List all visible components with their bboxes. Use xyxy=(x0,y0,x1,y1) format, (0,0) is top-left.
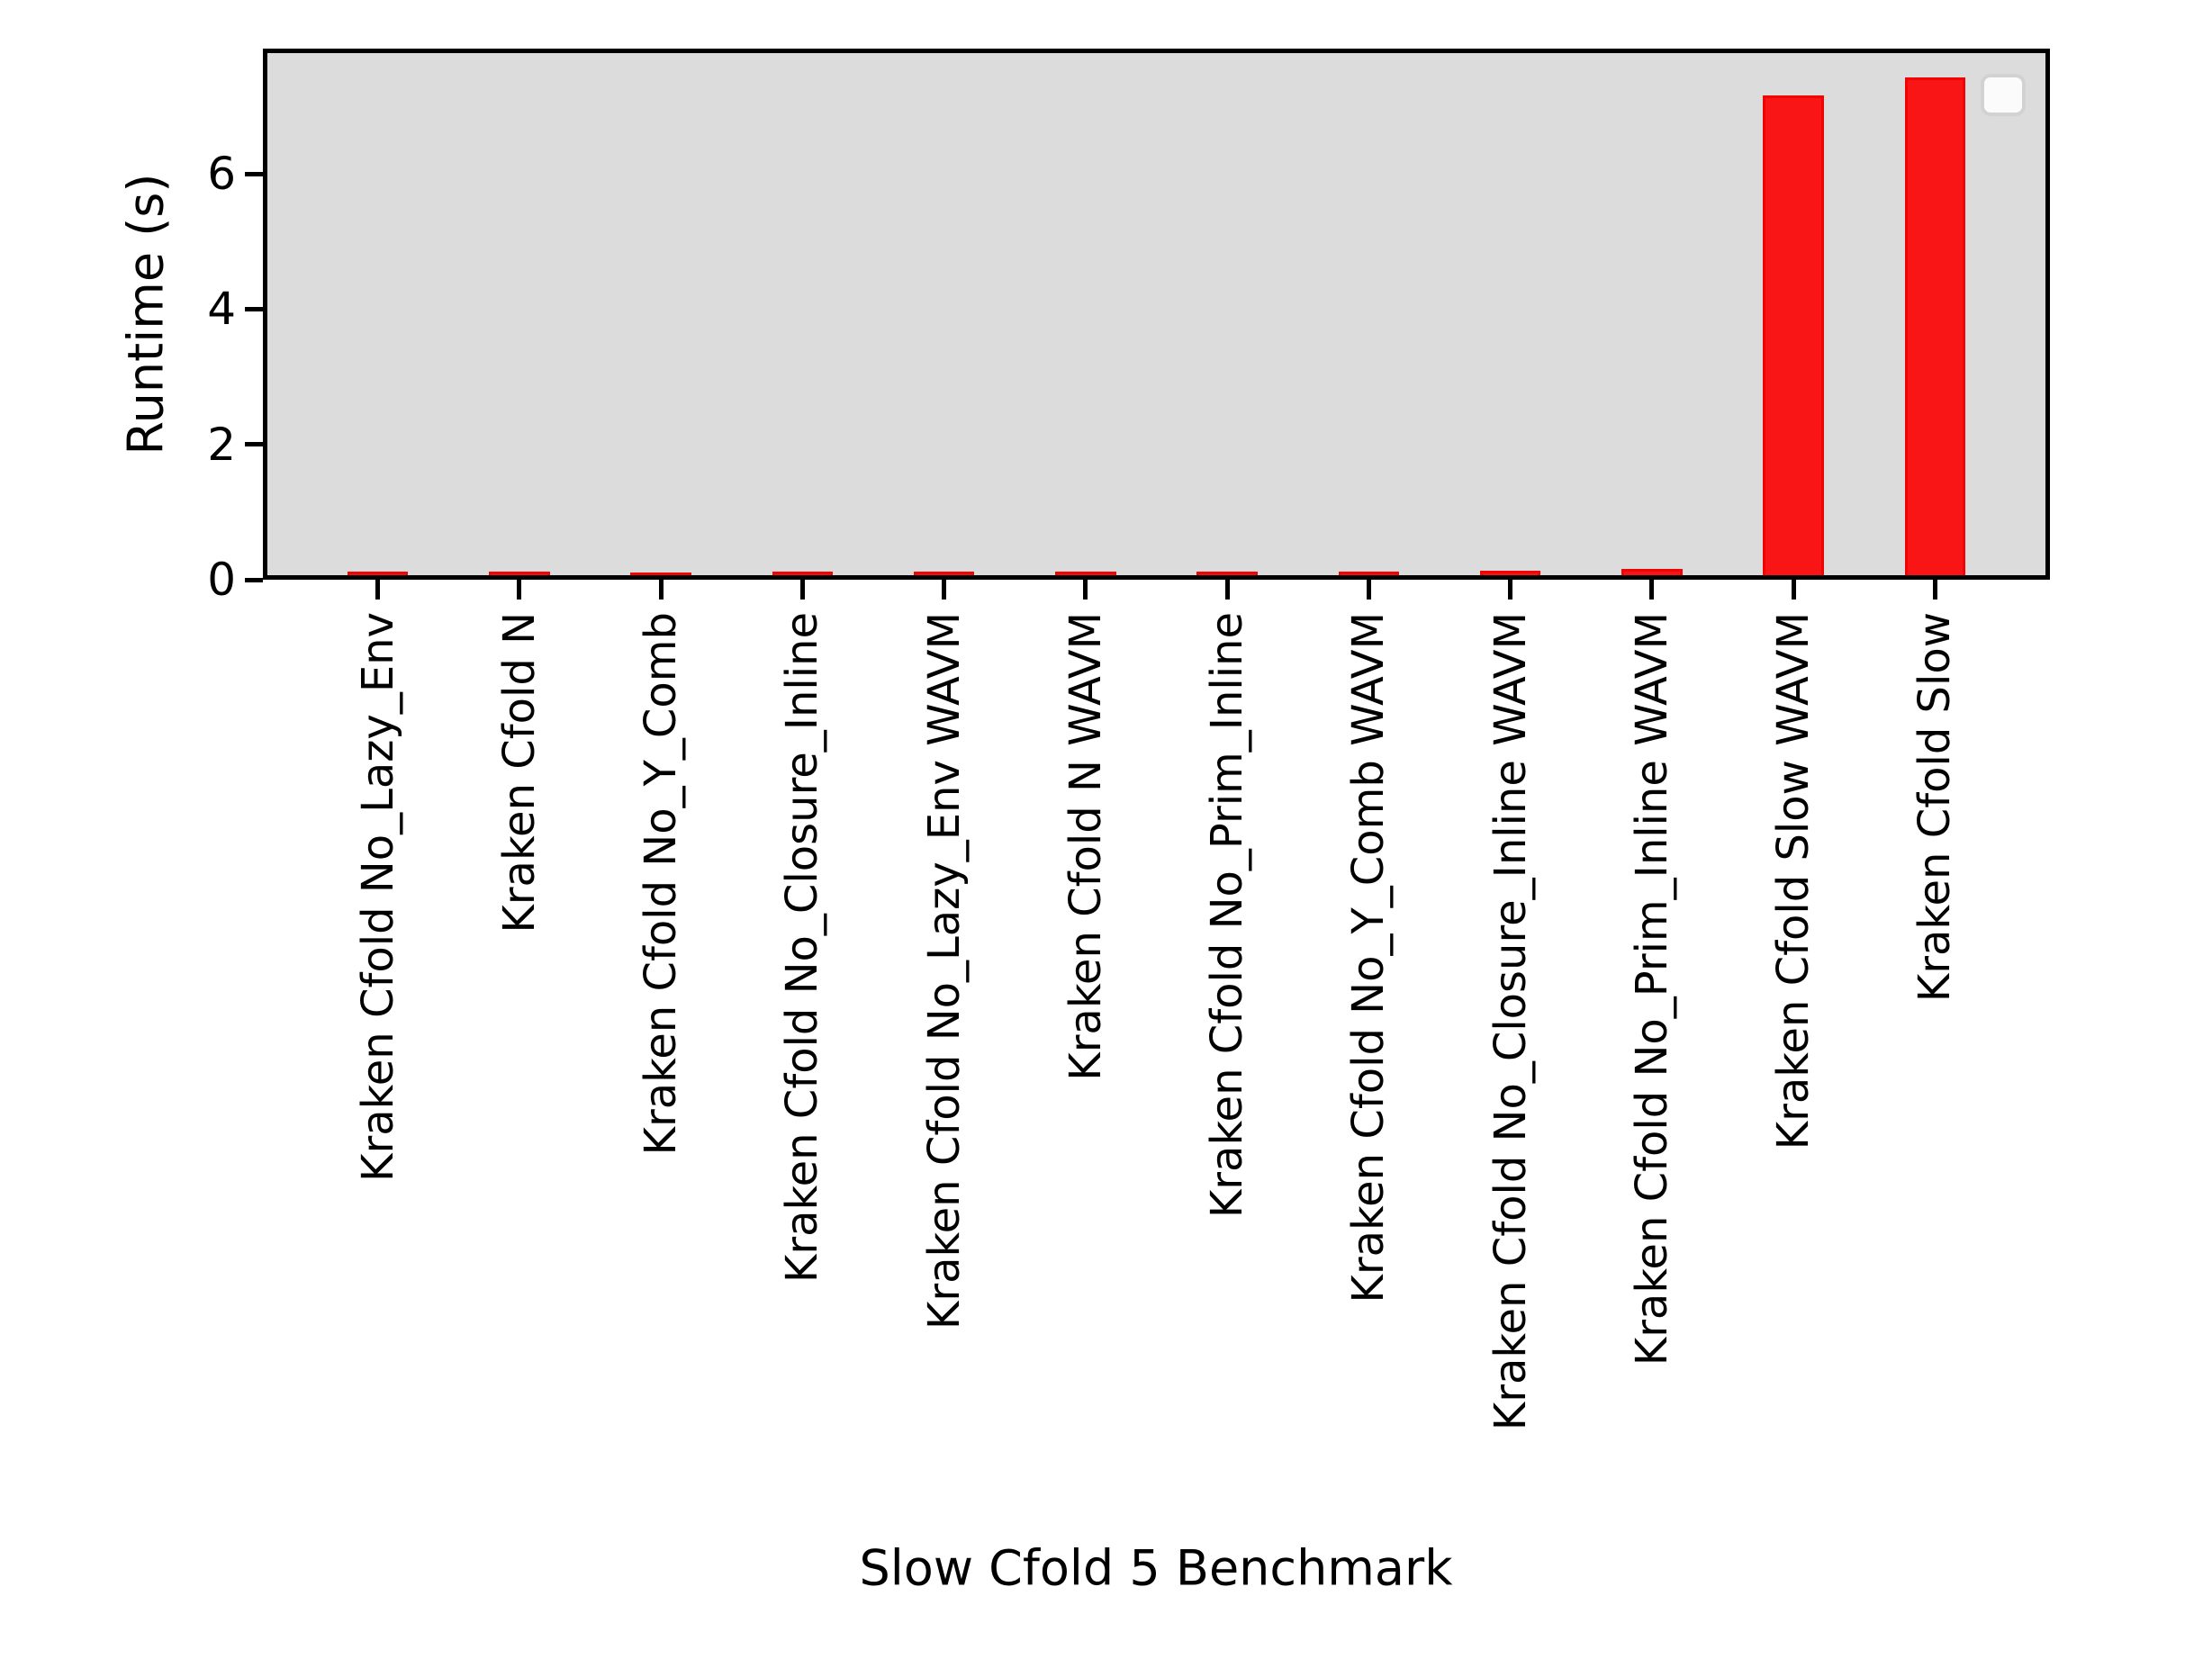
x-category-slot: Kraken Cfold No_Closure_Inline xyxy=(732,612,873,1544)
y-tick-mark xyxy=(245,577,263,582)
x-tick-slot xyxy=(1440,580,1581,600)
y-tick-label: 0 xyxy=(207,554,236,606)
bar-2 xyxy=(489,572,550,575)
bar-6 xyxy=(1055,572,1116,575)
bar-7 xyxy=(1196,571,1258,575)
x-tick-slot xyxy=(873,580,1015,600)
y-tick-label: 4 xyxy=(207,283,236,336)
x-tick-slot xyxy=(591,580,732,600)
x-category-slot: Kraken Cfold Slow WAVM xyxy=(1723,612,1864,1544)
x-tick-mark xyxy=(1649,580,1655,600)
x-tick-label: Kraken Cfold No_Closure_Inline WAVM xyxy=(1485,612,1536,1431)
x-tick-mark xyxy=(1508,580,1513,600)
x-category-slot: Kraken Cfold No_Prim_Inline xyxy=(1157,612,1298,1544)
bar-slot xyxy=(1015,53,1156,575)
bar-10 xyxy=(1621,569,1683,575)
x-tick-mark xyxy=(1366,580,1371,600)
x-tick-label: Kraken Cfold No_Lazy_Env xyxy=(352,612,403,1182)
y-tick: 4 xyxy=(207,286,263,331)
x-category-slot: Kraken Cfold No_Prim_Inline WAVM xyxy=(1581,612,1722,1544)
y-tick-label: 2 xyxy=(207,418,236,471)
bars-container xyxy=(267,53,2045,575)
x-category-slot: Kraken Cfold No_Y_Comb xyxy=(591,612,732,1544)
x-category-slot: Kraken Cfold No_Y_Comb WAVM xyxy=(1298,612,1440,1544)
y-tick-mark xyxy=(245,171,263,176)
x-tick-mark xyxy=(1224,580,1230,600)
x-tick-label: Kraken Cfold No_Y_Comb WAVM xyxy=(1343,612,1395,1303)
x-tick-label: Kraken Cfold Slow xyxy=(1910,612,1961,1003)
x-category-slot: Kraken Cfold Slow xyxy=(1864,612,2006,1544)
plot-area xyxy=(263,49,2050,580)
x-tick-mark xyxy=(799,580,805,600)
bar-3 xyxy=(630,573,691,575)
x-tick-label: Kraken Cfold No_Y_Comb xyxy=(636,612,687,1156)
y-axis-ticks: 0 2 4 6 xyxy=(0,49,263,602)
x-tick-slot xyxy=(307,580,448,600)
bar-slot xyxy=(307,53,448,575)
bar-4 xyxy=(772,571,834,575)
x-tick-slot xyxy=(448,580,590,600)
bar-slot xyxy=(732,53,873,575)
bar-slot xyxy=(1298,53,1440,575)
x-tick-label: Kraken Cfold N xyxy=(493,612,545,933)
y-tick-mark xyxy=(245,442,263,447)
y-tick: 6 xyxy=(207,151,263,196)
x-tick-slot xyxy=(1723,580,1864,600)
x-category-slot: Kraken Cfold N xyxy=(448,612,590,1544)
bar-8 xyxy=(1338,572,1400,575)
bar-9 xyxy=(1479,570,1541,575)
x-tick-mark xyxy=(1791,580,1796,600)
x-tick-label: Kraken Cfold N WAVM xyxy=(1060,612,1111,1081)
bar-slot xyxy=(873,53,1015,575)
bar-slot xyxy=(1723,53,1864,575)
x-tick-mark xyxy=(1932,580,1937,600)
x-tick-label: Kraken Cfold Slow WAVM xyxy=(1768,612,1819,1150)
x-tick-slot xyxy=(1864,580,2006,600)
x-category-slot: Kraken Cfold N WAVM xyxy=(1015,612,1156,1544)
bar-slot xyxy=(1581,53,1722,575)
y-tick-mark xyxy=(245,306,263,311)
x-tick-slot xyxy=(1015,580,1156,600)
bar-slot xyxy=(591,53,732,575)
x-tick-mark xyxy=(942,580,947,600)
bar-slot xyxy=(1440,53,1581,575)
x-tick-mark xyxy=(1083,580,1088,600)
y-tick: 0 xyxy=(207,557,263,602)
x-tick-slot xyxy=(1157,580,1298,600)
x-axis-ticks xyxy=(267,580,2045,600)
legend-box xyxy=(1981,74,2026,116)
bar-slot xyxy=(1157,53,1298,575)
bar-12 xyxy=(1904,77,1966,575)
x-category-slot: Kraken Cfold No_Lazy_Env WAVM xyxy=(873,612,1015,1544)
bar-1 xyxy=(347,572,409,575)
bar-slot xyxy=(448,53,590,575)
bar-11 xyxy=(1763,95,1824,575)
x-tick-label: Kraken Cfold No_Prim_Inline WAVM xyxy=(1626,612,1677,1366)
x-tick-label: Kraken Cfold No_Lazy_Env WAVM xyxy=(918,612,970,1330)
x-tick-slot xyxy=(1581,580,1722,600)
x-tick-slot xyxy=(1298,580,1440,600)
x-category-labels: Kraken Cfold No_Lazy_Env Kraken Cfold N Kr… xyxy=(267,612,2045,1544)
x-tick-mark xyxy=(517,580,522,600)
y-tick-label: 6 xyxy=(207,148,236,201)
x-tick-label: Kraken Cfold No_Closure_Inline xyxy=(777,612,828,1284)
y-tick: 2 xyxy=(207,422,263,467)
x-category-slot: Kraken Cfold No_Closure_Inline WAVM xyxy=(1440,612,1581,1544)
x-axis-label: Slow Cfold 5 Benchmark xyxy=(859,1539,1453,1597)
bar-slot xyxy=(1864,53,2006,575)
bar-5 xyxy=(913,571,975,575)
x-tick-slot xyxy=(732,580,873,600)
x-tick-mark xyxy=(375,580,381,600)
x-tick-mark xyxy=(658,580,664,600)
x-tick-label: Kraken Cfold No_Prim_Inline xyxy=(1202,612,1253,1219)
x-category-slot: Kraken Cfold No_Lazy_Env xyxy=(307,612,448,1544)
